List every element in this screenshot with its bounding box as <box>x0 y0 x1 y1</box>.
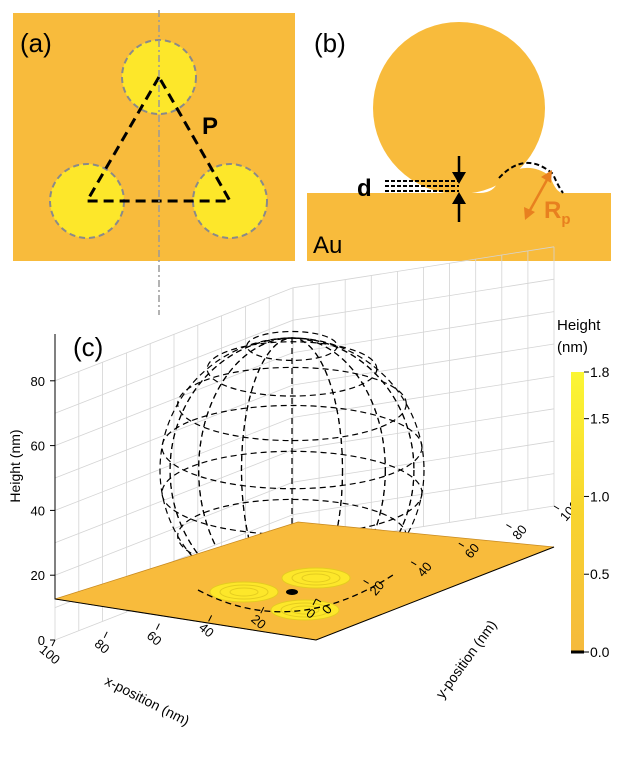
colorbar-tick-1.8: 1.8 <box>590 364 610 380</box>
x-tick-60: 60 <box>144 628 165 649</box>
colorbar-gradient <box>571 372 584 652</box>
panel-b: d Au Rp (b) <box>307 22 611 261</box>
colorbar-tick-0.0: 0.0 <box>590 644 610 660</box>
x-axis-title: x-position (nm) <box>102 672 192 728</box>
gap-label: d <box>357 175 372 202</box>
colorbar-title-1: Height <box>557 317 601 334</box>
sphere-front-rim <box>197 574 394 613</box>
z-tick-20: 20 <box>31 568 45 583</box>
colorbar-tick-1.0: 1.0 <box>590 488 610 504</box>
colorbar: Height (nm) 1.8 1.5 1.0 0.5 0.0 <box>557 317 610 660</box>
y-tick-80: 80 <box>509 522 530 543</box>
panel-c-label: (c) <box>73 332 103 362</box>
colorbar-title-2: (nm) <box>557 339 588 356</box>
colorbar-tick-0.5: 0.5 <box>590 566 610 582</box>
panel-b-label: (b) <box>314 28 346 58</box>
panel-a: (a) P <box>13 13 295 261</box>
colorbar-tick-1.5: 1.5 <box>590 411 610 427</box>
radius-arrow <box>524 170 552 220</box>
height-surface <box>54 521 555 641</box>
z-axis-title: Height (nm) <box>7 429 23 502</box>
x-tick-80: 80 <box>92 636 113 657</box>
contour-bumps <box>209 567 351 621</box>
gap-marker <box>385 156 466 222</box>
material-label: Au <box>313 232 342 259</box>
radius-label: Rp <box>544 197 571 228</box>
z-tick-60: 60 <box>31 439 45 454</box>
plot-axes <box>54 334 555 641</box>
right-particle <box>192 163 268 239</box>
z-tick-0: 0 <box>38 633 45 648</box>
protrusion-outline <box>498 161 564 194</box>
y-axis-title: y-position (nm) <box>432 617 499 701</box>
panel-a-label: (a) <box>20 28 52 58</box>
z-axis: 0 20 40 60 80 <box>31 374 55 648</box>
z-tick-80: 80 <box>31 374 45 389</box>
sphere-particle <box>373 22 545 194</box>
period-label: P <box>202 113 218 140</box>
z-tick-40: 40 <box>31 503 45 518</box>
